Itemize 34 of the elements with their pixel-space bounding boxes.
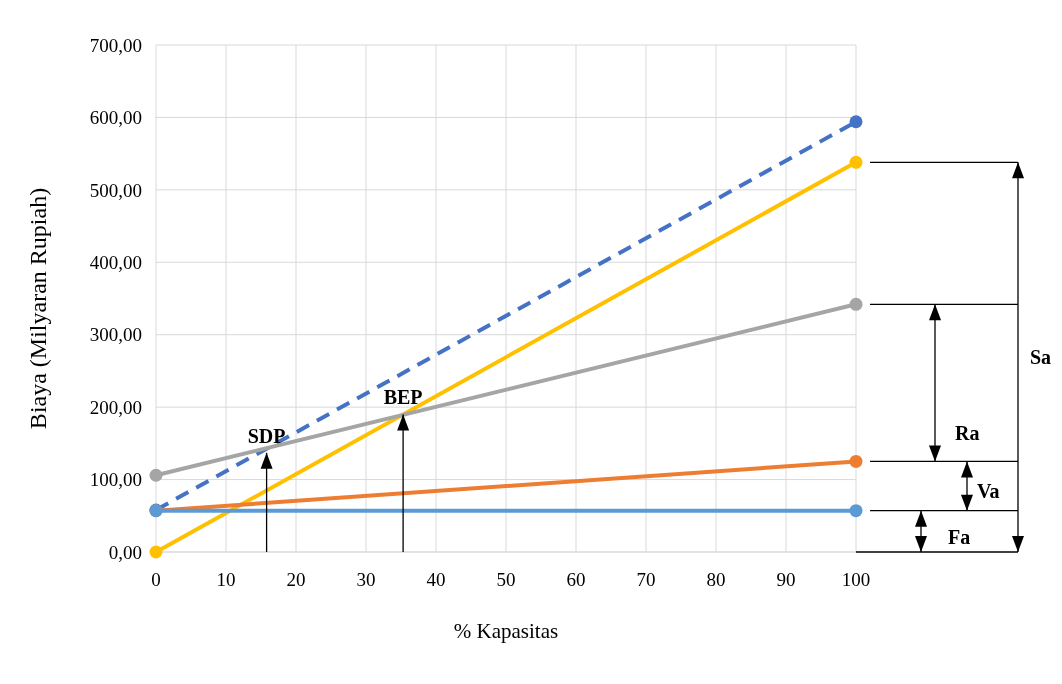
y-tick-label: 0,00 — [108, 541, 142, 563]
x-tick-label: 20 — [286, 569, 306, 590]
x-tick-label: 60 — [566, 569, 586, 590]
point — [149, 468, 163, 482]
point — [849, 504, 863, 518]
x-axis-title: % Kapasitas — [453, 619, 559, 643]
x-tick-label: 40 — [426, 569, 446, 590]
y-tick-label: 300,00 — [89, 324, 142, 346]
text: Fa — [948, 526, 971, 549]
point — [849, 454, 863, 468]
annotation: SDP — [247, 424, 286, 447]
y-axis-title: Biaya (Milyaran Rupiah) — [25, 187, 51, 430]
x-tick-label: 50 — [496, 569, 516, 590]
y-tick-label: 700,00 — [89, 34, 142, 56]
point — [849, 297, 863, 311]
y-tick-label: 200,00 — [89, 396, 142, 418]
x-tick-label: 70 — [636, 569, 656, 590]
text: Ra — [955, 421, 980, 444]
y-tick-label: 100,00 — [89, 469, 142, 491]
y-tick-label: 600,00 — [89, 107, 142, 129]
point — [849, 155, 863, 169]
x-tick-label: 10 — [216, 569, 236, 590]
x-tick-label: 90 — [776, 569, 796, 590]
y-tick-label: 400,00 — [89, 251, 142, 273]
text: Sa — [1030, 346, 1052, 369]
text: Va — [977, 480, 1000, 503]
annotation: BEP — [383, 386, 423, 409]
y-tick-label: 500,00 — [89, 179, 142, 201]
x-tick-label: 30 — [356, 569, 376, 590]
x-tick-label: 80 — [706, 569, 726, 590]
point — [849, 115, 863, 129]
point — [149, 545, 163, 559]
x-tick-label: 100 — [841, 569, 871, 590]
x-tick-label: 0 — [151, 569, 161, 590]
